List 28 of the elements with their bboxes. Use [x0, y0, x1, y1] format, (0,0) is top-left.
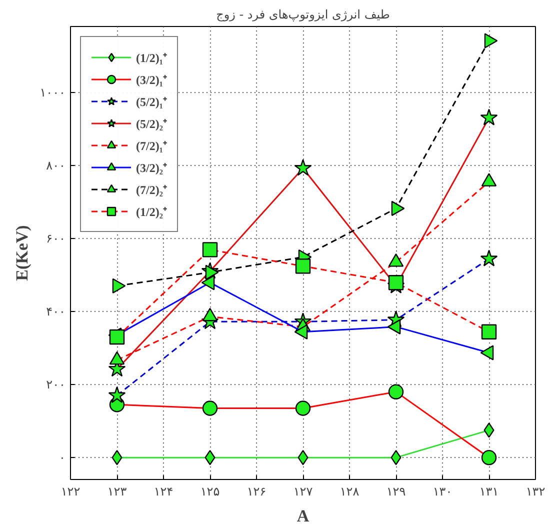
y-tick-label: ۲۰۰ — [46, 378, 66, 392]
legend-label: (7/2)₁⁺ — [136, 138, 167, 154]
x-tick-label: ۱۲۵ — [200, 484, 220, 498]
legend-label: (1/2)₁⁺ — [136, 50, 167, 66]
y-tick-label: ۱۰۰۰ — [40, 85, 66, 100]
x-tick-label: ۱۲۸ — [340, 484, 360, 498]
y-tick-label: ۰ — [59, 450, 66, 465]
x-tick-label: ۱۳۱ — [479, 484, 499, 498]
x-tick-label: ۱۲۲ — [60, 484, 80, 498]
legend-label: (7/2)₂⁺ — [136, 182, 167, 198]
legend-label: (3/2)₁⁺ — [136, 72, 167, 88]
y-tick-label: ۶۰۰ — [46, 231, 66, 246]
legend-label: (5/2)₂⁺ — [136, 116, 167, 132]
x-tick-label: ۱۲۴ — [154, 484, 174, 498]
x-tick-label: ۱۳۰ — [432, 484, 452, 498]
y-axis-title: E(KeV) — [12, 225, 32, 281]
x-tick-label: ۱۲۳ — [107, 484, 128, 498]
x-tick-label: ۱۳۲ — [526, 484, 546, 498]
legend-label: (3/2)₂⁺ — [136, 160, 167, 176]
legend-label: (5/2)₁⁺ — [136, 94, 167, 110]
legend-label: (1/2)₂⁺ — [136, 204, 167, 220]
y-tick-label: ۴۰۰ — [46, 304, 66, 318]
x-tick-label: ۱۲۶ — [246, 484, 266, 498]
x-tick-label: ۱۲۷ — [293, 484, 314, 498]
x-tick-label: ۱۲۹ — [386, 484, 406, 498]
chart-title: طیف انرژی ایزوتوپ‌های فرد - زوج — [216, 8, 390, 22]
y-tick-label: ۸۰۰ — [46, 158, 66, 172]
x-axis-title: A — [296, 506, 310, 526]
